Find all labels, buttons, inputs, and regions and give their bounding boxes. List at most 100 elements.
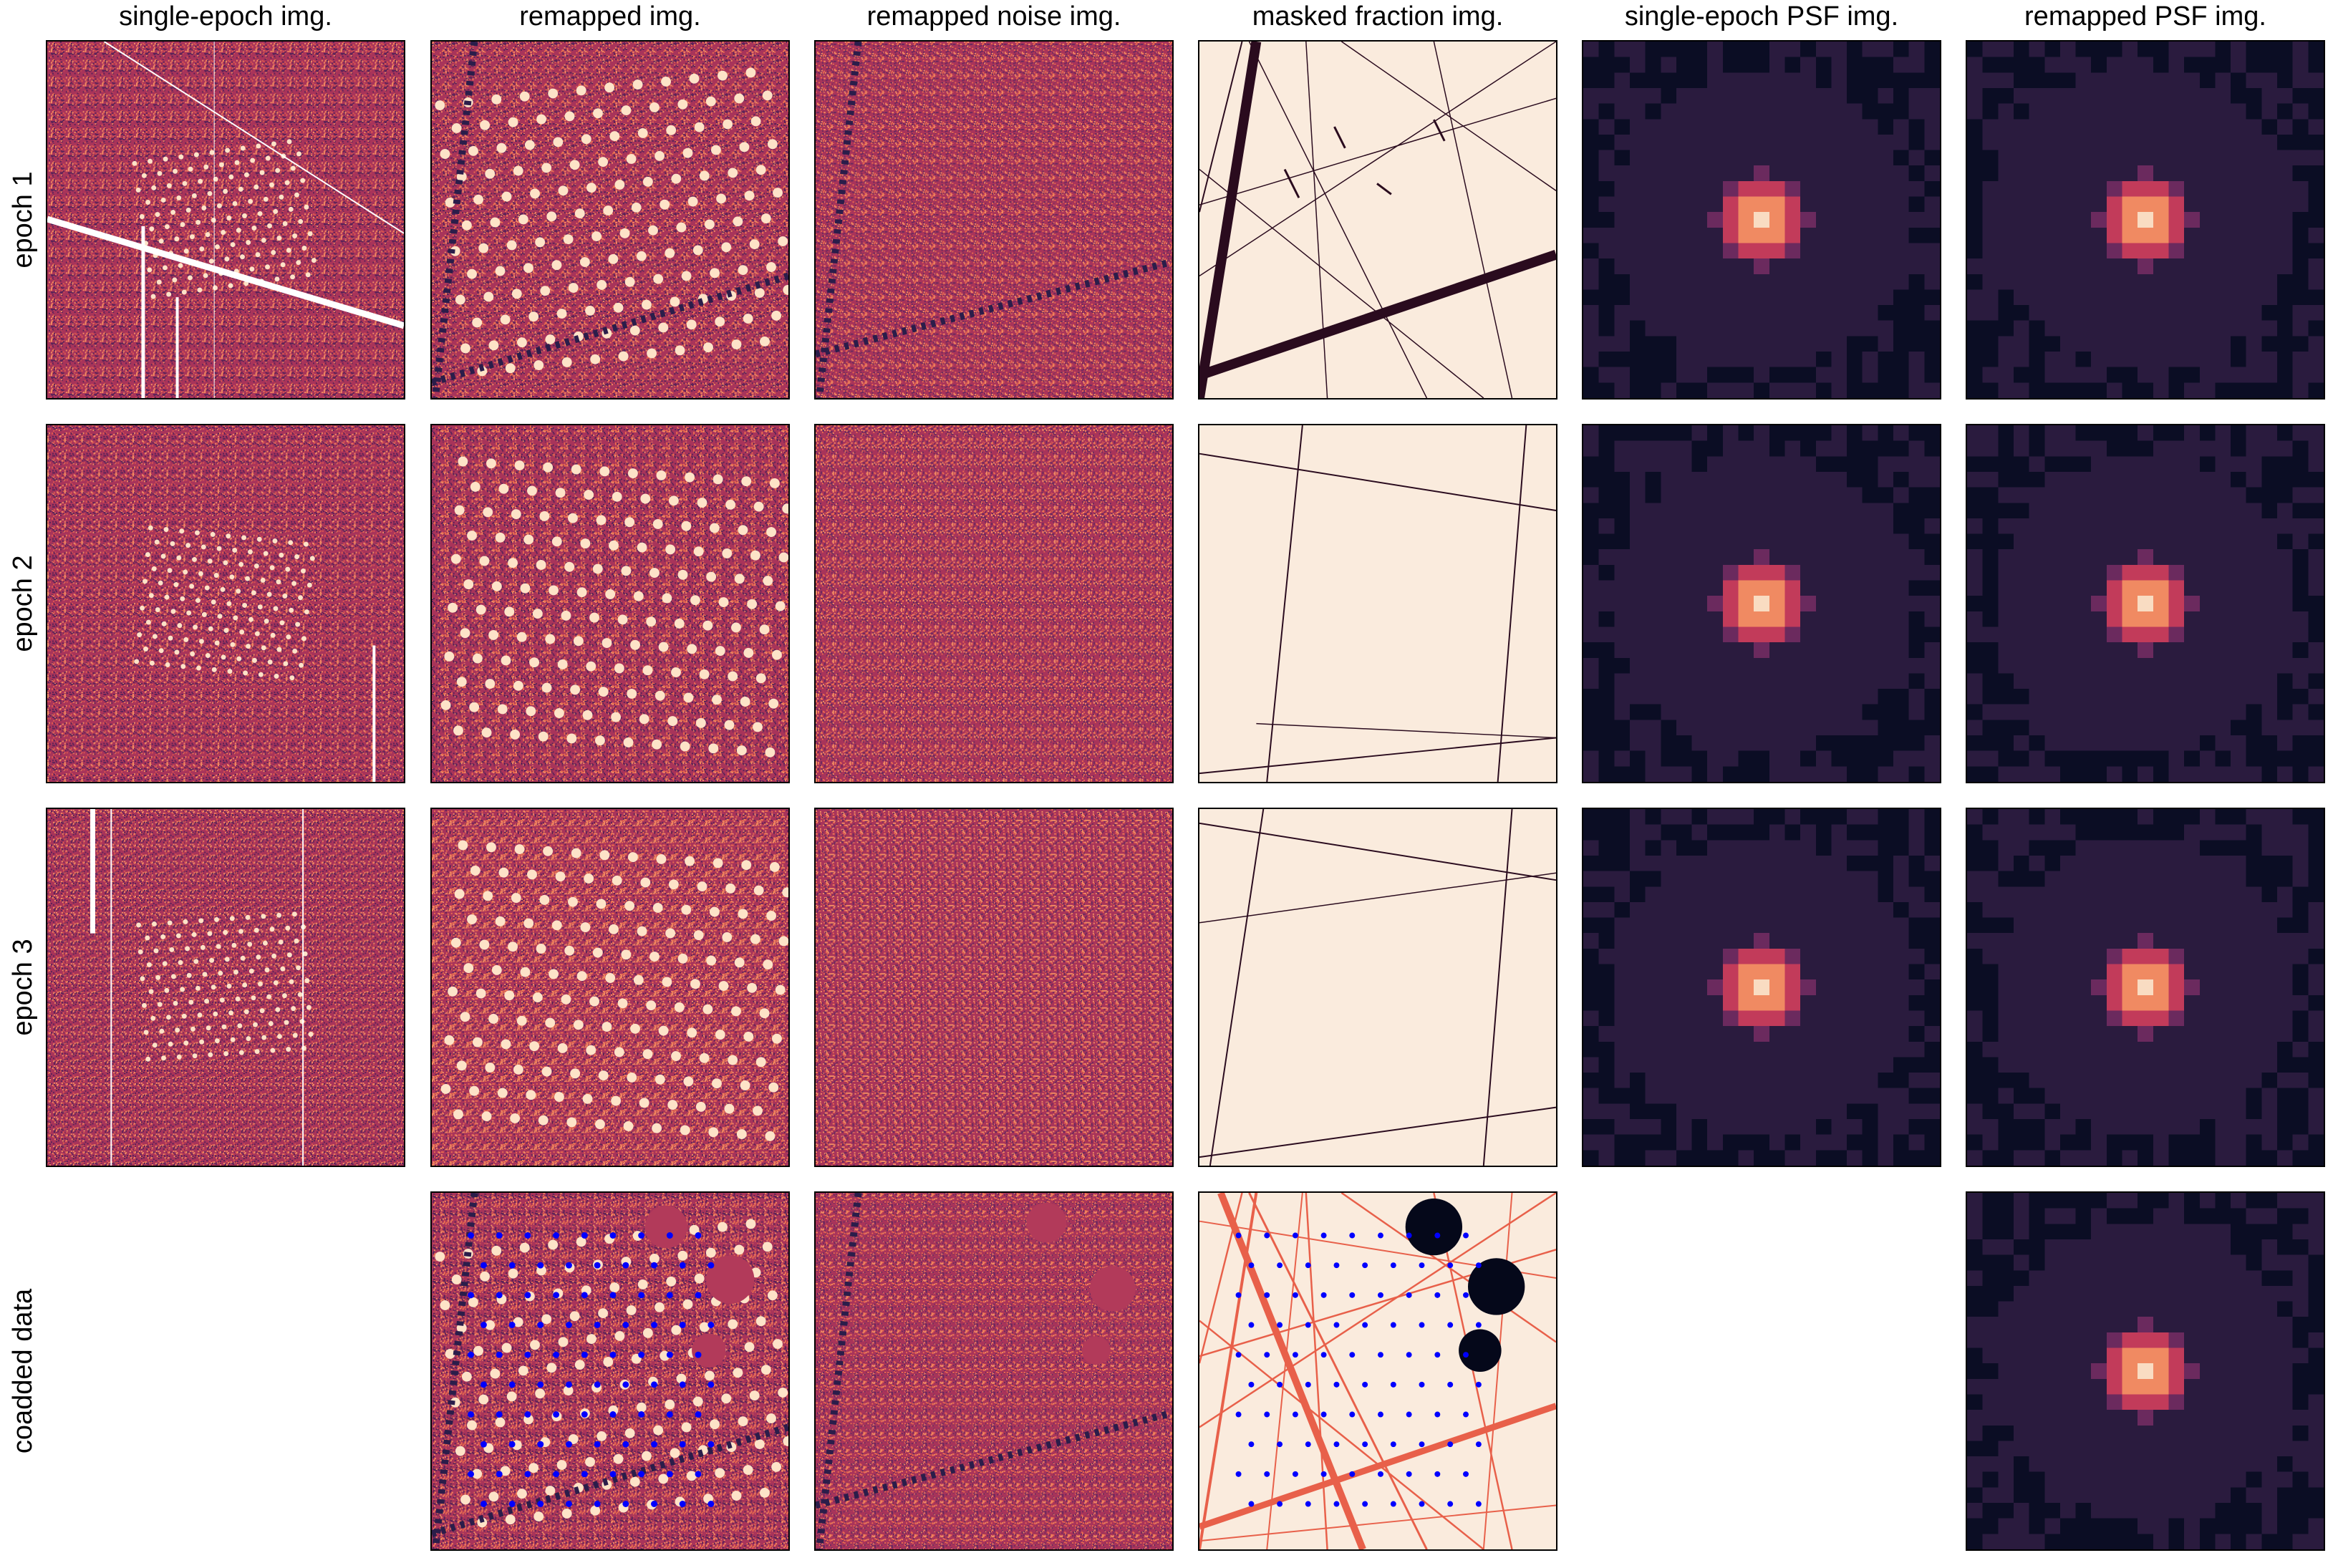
source-blob <box>295 621 301 627</box>
source-blob <box>258 672 264 677</box>
source-blob <box>143 1030 149 1035</box>
source-blob <box>561 357 572 367</box>
source-blob <box>529 657 540 668</box>
object-marker <box>1349 1232 1356 1239</box>
column-title: single-epoch img. <box>119 1 332 32</box>
source-blob <box>210 531 216 537</box>
source-blob <box>598 687 609 697</box>
source-blob <box>483 507 493 518</box>
source-blob <box>543 846 554 856</box>
remap-panel-r0-sources <box>435 67 788 377</box>
mask-background <box>1199 42 1556 398</box>
object-marker <box>565 1262 572 1269</box>
object-marker <box>651 1441 657 1448</box>
source-blob <box>488 1014 499 1024</box>
object-marker <box>1447 1441 1454 1448</box>
source-blob <box>170 541 175 546</box>
source-blob <box>189 584 195 589</box>
source-blob <box>581 134 591 145</box>
object-marker <box>508 1322 516 1328</box>
source-blob <box>488 340 499 351</box>
source-blob <box>510 729 521 740</box>
source-blob <box>267 223 272 228</box>
source-blob <box>731 1006 741 1017</box>
source-blob <box>566 733 577 744</box>
source-blob <box>181 1013 187 1019</box>
object-marker <box>1362 1262 1368 1269</box>
source-blob <box>690 979 700 989</box>
psf-panel-r0 <box>1582 40 1941 400</box>
source-blob <box>240 254 245 260</box>
source-blob <box>479 556 490 566</box>
source-blob <box>183 1040 189 1046</box>
source-blob <box>599 850 610 861</box>
source-blob <box>214 1038 220 1044</box>
source-blob <box>694 1273 705 1284</box>
object-marker <box>1333 1441 1340 1448</box>
source-blob <box>734 957 745 968</box>
source-blob <box>716 193 727 204</box>
object-marker <box>480 1322 487 1328</box>
source-blob <box>276 579 281 585</box>
source-blob <box>500 314 511 325</box>
source-blob <box>269 182 274 188</box>
noise-panel-r0-svg <box>816 42 1172 398</box>
source-blob <box>491 1245 502 1256</box>
source-blob <box>675 345 685 356</box>
source-blob <box>470 481 480 492</box>
object-marker <box>480 1501 487 1507</box>
source-blob <box>289 979 294 984</box>
object-marker <box>707 1262 715 1269</box>
object-marker <box>581 1351 588 1358</box>
source-blob <box>524 140 535 150</box>
source-blob <box>655 150 665 161</box>
source-blob <box>629 1476 640 1487</box>
noise-panel-r2-svg <box>816 809 1172 1166</box>
source-blob <box>646 1000 657 1011</box>
noise-background <box>47 809 404 1166</box>
source-blob <box>300 568 306 574</box>
source-blob <box>251 657 257 663</box>
source-blob <box>209 957 215 963</box>
source-blob <box>448 602 458 613</box>
source-blob <box>665 928 676 939</box>
psf-panel-r2 <box>1582 808 1941 1167</box>
source-blob <box>257 210 263 216</box>
object-marker <box>1248 1262 1255 1269</box>
source-blob <box>766 262 776 272</box>
source-blob <box>198 639 204 644</box>
source-blob <box>170 210 176 216</box>
object-marker <box>1419 1381 1425 1388</box>
source-blob <box>722 931 733 942</box>
source-blob <box>160 934 166 939</box>
source-blob <box>228 1010 234 1016</box>
source-blob <box>458 456 468 467</box>
source-blob <box>709 523 720 533</box>
source-blob <box>647 348 657 359</box>
source-blob <box>153 948 159 954</box>
remap-panel-r1-svg <box>432 425 788 782</box>
source-blob <box>282 593 288 599</box>
source-blob <box>261 1035 267 1040</box>
source-blob <box>491 964 502 975</box>
object-marker <box>666 1232 673 1239</box>
source-blob <box>602 638 612 648</box>
source-blob <box>281 993 287 999</box>
short-mask-segments <box>1283 119 1446 198</box>
source-blob <box>458 840 468 851</box>
source-blob <box>273 606 279 611</box>
source-blob <box>294 554 300 560</box>
source-blob <box>743 1465 753 1475</box>
source-blob <box>239 629 245 635</box>
source-blob <box>718 981 729 991</box>
source-blob <box>740 697 750 707</box>
source-blob <box>561 1508 572 1519</box>
source-blob <box>486 458 496 469</box>
source-blob <box>214 640 220 646</box>
source-blob <box>602 1022 612 1032</box>
source-blob <box>576 971 587 982</box>
source-blob <box>640 877 651 888</box>
source-blob <box>711 145 721 155</box>
source-blob <box>637 542 647 553</box>
object-marker <box>1362 1381 1368 1388</box>
